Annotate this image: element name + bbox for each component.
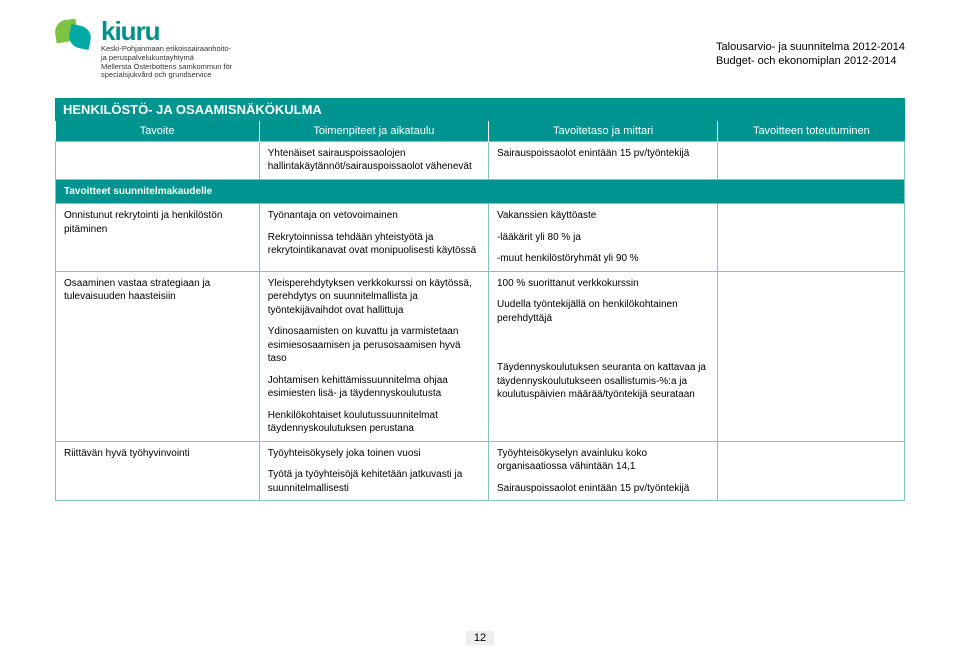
section-title: HENKILÖSTÖ- JA OSAAMISNÄKÖKULMA — [55, 98, 905, 121]
table-header-row: Tavoite Toimenpiteet ja aikataulu Tavoit… — [56, 121, 905, 142]
col-header-tavoitetaso: Tavoitetaso ja mittari — [488, 121, 717, 142]
cell — [718, 141, 905, 179]
cell: Yleisperehdytyksen verkkokurssi on käytö… — [259, 271, 488, 441]
cell: Työyhteisökysely joka toinen vuosi Työtä… — [259, 441, 488, 501]
logo-subtitle: Keski-Pohjanmaan erikoissairaanhoito- ja… — [101, 45, 232, 80]
logo: kiuru Keski-Pohjanmaan erikoissairaanhoi… — [55, 20, 232, 80]
subheader-cell: Tavoitteet suunnitelmakaudelle — [56, 179, 905, 204]
cell: Vakanssien käyttöaste -lääkärit yli 80 %… — [488, 204, 717, 272]
table-subheader-row: Tavoitteet suunnitelmakaudelle — [56, 179, 905, 204]
cell — [718, 271, 905, 441]
logo-text: kiuru Keski-Pohjanmaan erikoissairaanhoi… — [101, 20, 232, 80]
cell: Onnistunut rekrytointi ja henkilöstön pi… — [56, 204, 260, 272]
page-header: kiuru Keski-Pohjanmaan erikoissairaanhoi… — [55, 20, 905, 80]
header-line2: Budget- och ekonomiplan 2012-2014 — [716, 54, 905, 68]
col-header-toteutuminen: Tavoitteen toteutuminen — [718, 121, 905, 142]
cell — [718, 204, 905, 272]
logo-word: kiuru — [101, 20, 232, 43]
cell: Osaaminen vastaa strategiaan ja tulevais… — [56, 271, 260, 441]
cell: Sairauspoissaolot enintään 15 pv/työntek… — [488, 141, 717, 179]
table-row: Riittävän hyvä työhyvinvointi Työyhteisö… — [56, 441, 905, 501]
table-row: Onnistunut rekrytointi ja henkilöstön pi… — [56, 204, 905, 272]
header-line1: Talousarvio- ja suunnitelma 2012-2014 — [716, 40, 905, 54]
table-row: Osaaminen vastaa strategiaan ja tulevais… — [56, 271, 905, 441]
data-table: Tavoite Toimenpiteet ja aikataulu Tavoit… — [55, 121, 905, 502]
logo-icon — [55, 20, 95, 60]
cell: Työyhteisökyselyn avainluku koko organis… — [488, 441, 717, 501]
cell — [56, 141, 260, 179]
page-number: 12 — [466, 631, 494, 645]
col-header-tavoite: Tavoite — [56, 121, 260, 142]
table-row: Yhtenäiset sairauspoissaolojen hallintak… — [56, 141, 905, 179]
col-header-toimenpiteet: Toimenpiteet ja aikataulu — [259, 121, 488, 142]
cell: Yhtenäiset sairauspoissaolojen hallintak… — [259, 141, 488, 179]
cell: Riittävän hyvä työhyvinvointi — [56, 441, 260, 501]
header-right-text: Talousarvio- ja suunnitelma 2012-2014 Bu… — [716, 20, 905, 69]
cell — [718, 441, 905, 501]
cell: Työnantaja on vetovoimainen Rekrytoinnis… — [259, 204, 488, 272]
cell: 100 % suorittanut verkkokurssin Uudella … — [488, 271, 717, 441]
